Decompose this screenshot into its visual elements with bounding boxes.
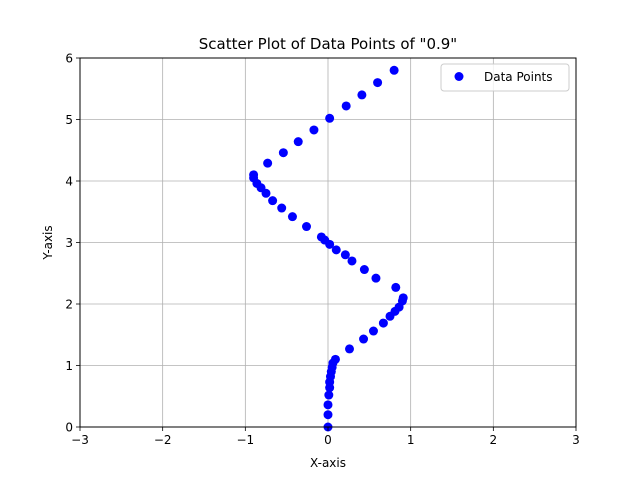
y-axis-label: Y-axis <box>41 225 55 260</box>
x-tick-label: −2 <box>154 433 172 447</box>
data-point <box>309 125 319 135</box>
data-point <box>340 250 350 260</box>
data-point <box>323 410 333 420</box>
x-tick-label: 0 <box>324 433 332 447</box>
axis-ticks <box>76 57 577 431</box>
data-point <box>316 232 326 242</box>
data-point <box>359 334 369 344</box>
data-point <box>398 293 408 303</box>
data-point <box>325 113 335 123</box>
data-point <box>357 90 367 100</box>
data-point <box>249 170 259 180</box>
legend-marker <box>454 72 464 81</box>
y-tick-label: 1 <box>65 359 73 373</box>
y-tick-label: 2 <box>65 298 73 312</box>
data-point <box>268 196 278 206</box>
data-point <box>391 282 401 292</box>
x-tick-labels: −3 −2 −1 0 1 2 3 <box>71 433 580 447</box>
data-point <box>278 148 288 158</box>
y-tick-label: 3 <box>65 236 73 250</box>
y-tick-label: 5 <box>65 113 73 127</box>
x-tick-label: 2 <box>490 433 498 447</box>
data-point <box>359 265 369 275</box>
data-point <box>331 245 341 255</box>
x-tick-label: 1 <box>407 433 415 447</box>
data-point <box>293 137 303 147</box>
data-point <box>302 222 312 232</box>
chart-title: Scatter Plot of Data Points of "0.9" <box>199 35 457 53</box>
data-point <box>324 390 334 400</box>
data-point <box>378 318 388 328</box>
data-point <box>263 158 273 168</box>
data-point <box>287 212 297 222</box>
data-point <box>347 256 357 266</box>
data-point <box>371 273 381 283</box>
data-point <box>368 326 378 336</box>
y-tick-label: 6 <box>65 52 73 66</box>
legend-label: Data Points <box>484 70 553 84</box>
data-point <box>277 203 287 213</box>
data-point <box>373 78 383 88</box>
x-axis-label: X-axis <box>310 456 346 470</box>
data-point <box>341 101 351 111</box>
data-point <box>344 344 354 354</box>
y-tick-label: 4 <box>65 175 73 189</box>
y-tick-labels: 0 1 2 3 4 5 6 <box>65 52 73 435</box>
data-point <box>330 354 340 364</box>
x-tick-label: −3 <box>71 433 89 447</box>
legend-box <box>440 63 570 92</box>
legend: Data Points <box>440 63 570 92</box>
data-point <box>323 400 333 410</box>
x-tick-label: 3 <box>572 433 580 447</box>
x-tick-label: −1 <box>236 433 254 447</box>
data-point <box>389 65 399 75</box>
y-tick-label: 0 <box>65 421 73 435</box>
data-points <box>249 65 408 432</box>
